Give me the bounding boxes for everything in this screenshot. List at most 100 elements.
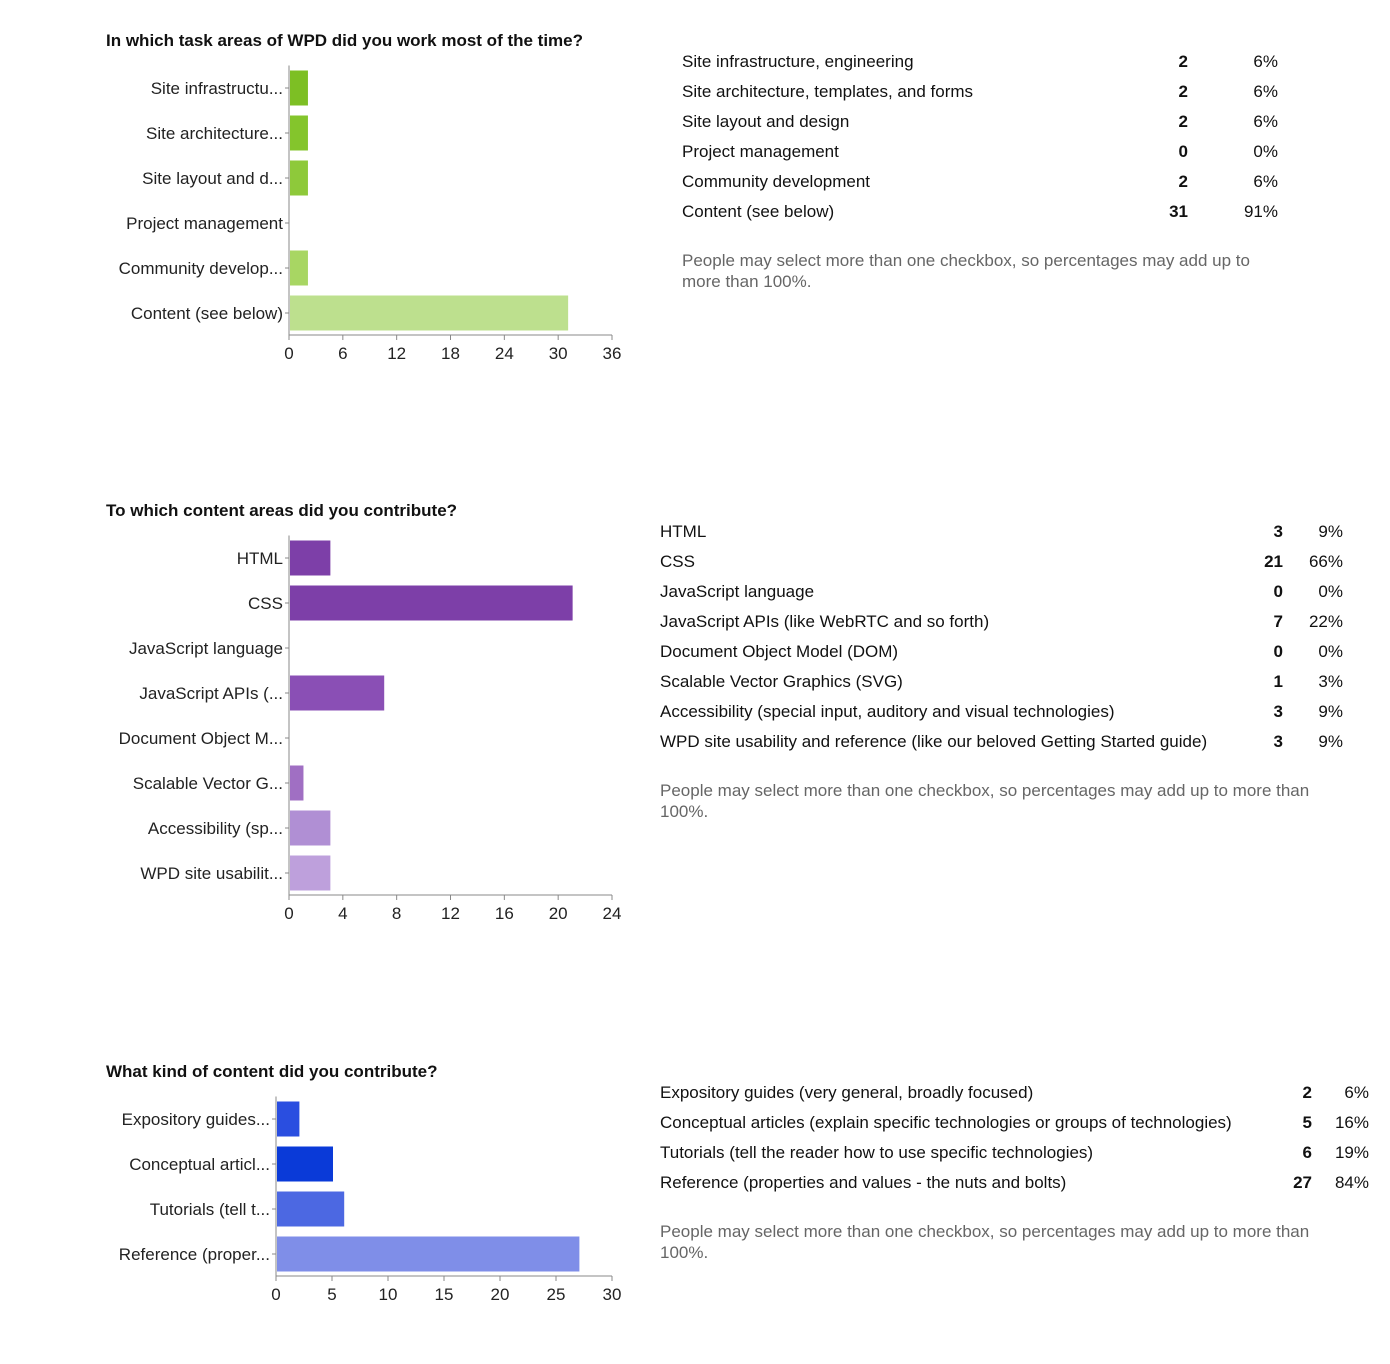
answer-count: 3	[1273, 702, 1283, 721]
answer-count: 3	[1273, 522, 1283, 541]
answer-count: 7	[1273, 612, 1283, 631]
bar	[290, 810, 331, 846]
category-label: Site infrastructu...	[151, 79, 283, 98]
answer-label: Document Object Model (DOM)	[660, 642, 899, 661]
category-label: Conceptual articl...	[129, 1155, 270, 1174]
answer-count: 6	[1302, 1143, 1312, 1162]
answer-percent: 0%	[1318, 582, 1343, 601]
answer-label: Site layout and design	[682, 112, 850, 131]
summary-table-content-areas: HTML 3 9% CSS 21 66% JavaScript language 0 0% Jav…	[660, 517, 1343, 757]
summary-row: Reference (properties and values - the n…	[660, 1168, 1369, 1198]
x-tick-label: 10	[379, 1285, 398, 1304]
category-label: HTML	[237, 549, 283, 568]
x-tick-label: 4	[338, 904, 347, 923]
answer-percent: 84%	[1334, 1173, 1369, 1192]
x-tick-label: 25	[547, 1285, 566, 1304]
answer-count: 2	[1178, 52, 1188, 71]
question-title: To which content areas did you contribut…	[106, 501, 458, 520]
answer-percent: 9%	[1318, 732, 1343, 751]
answer-label: CSS	[660, 552, 695, 571]
category-label: JavaScript APIs (...	[139, 684, 283, 703]
answer-label: Site infrastructure, engineering	[682, 52, 914, 71]
x-tick-label: 0	[284, 344, 293, 363]
answer-percent: 91%	[1243, 202, 1278, 221]
answer-label: Scalable Vector Graphics (SVG)	[660, 672, 903, 691]
category-label: Reference (proper...	[119, 1245, 270, 1264]
x-tick-label: 15	[435, 1285, 454, 1304]
answer-count: 0	[1178, 142, 1188, 161]
x-tick-label: 8	[392, 904, 401, 923]
x-tick-label: 18	[441, 344, 460, 363]
bar-chart-content-kinds: Expository guides... Conceptual articl...…	[119, 1096, 621, 1304]
bar	[290, 250, 308, 286]
answer-count: 5	[1302, 1113, 1312, 1132]
summary-row: Expository guides (very general, broadly…	[660, 1078, 1369, 1108]
summary-row: CSS 21 66%	[660, 547, 1343, 577]
summary-row: Site layout and design 2 6%	[682, 107, 1278, 137]
category-label: WPD site usabilit...	[140, 864, 283, 883]
category-label: Tutorials (tell t...	[150, 1200, 270, 1219]
summary-row: Conceptual articles (explain specific te…	[660, 1108, 1369, 1138]
x-tick-label: 12	[387, 344, 406, 363]
answer-percent: 6%	[1344, 1083, 1369, 1102]
category-label: Scalable Vector G...	[133, 774, 283, 793]
x-tick-label: 12	[441, 904, 460, 923]
answer-count: 1	[1273, 672, 1283, 691]
x-tick-label: 30	[549, 344, 568, 363]
answer-label: HTML	[660, 522, 707, 541]
bar-chart-task-areas: Site infrastructu... Site architecture...…	[119, 65, 621, 363]
answer-label: Community development	[682, 172, 871, 191]
summary-table-content-kinds: Expository guides (very general, broadly…	[660, 1078, 1369, 1198]
multi-select-note: People may select more than one checkbox…	[660, 1222, 1310, 1262]
answer-percent: 9%	[1318, 702, 1343, 721]
answer-label: Content (see below)	[682, 202, 835, 221]
answer-label: JavaScript language	[660, 582, 815, 601]
answer-count: 3	[1273, 732, 1283, 751]
answer-count: 2	[1178, 172, 1188, 191]
bar	[290, 585, 573, 621]
answer-percent: 19%	[1334, 1143, 1369, 1162]
answer-label: Project management	[682, 142, 839, 161]
bar	[290, 160, 308, 196]
summary-row: HTML 3 9%	[660, 517, 1343, 547]
summary-row: Scalable Vector Graphics (SVG) 1 3%	[660, 667, 1343, 697]
summary-row: Site infrastructure, engineering 2 6%	[682, 47, 1278, 77]
answer-label: Reference (properties and values - the n…	[660, 1173, 1067, 1192]
answer-percent: 3%	[1318, 672, 1343, 691]
answer-percent: 0%	[1318, 642, 1343, 661]
summary-table-task-areas: Site infrastructure, engineering 2 6% Site …	[682, 47, 1278, 227]
answer-percent: 22%	[1308, 612, 1343, 631]
x-tick-label: 20	[549, 904, 568, 923]
summary-row: Project management 0 0%	[682, 137, 1278, 167]
x-tick-label: 20	[491, 1285, 510, 1304]
multi-select-note: People may select more than one checkbox…	[660, 781, 1310, 821]
answer-count: 2	[1302, 1083, 1312, 1102]
bar	[277, 1146, 333, 1182]
category-label: Accessibility (sp...	[148, 819, 283, 838]
answer-count: 21	[1264, 552, 1283, 571]
answer-percent: 16%	[1334, 1113, 1369, 1132]
answer-label: Tutorials (tell the reader how to use sp…	[660, 1143, 1094, 1162]
bar-chart-content-areas: HTML CSS JavaScript language JavaScript API…	[119, 535, 621, 923]
summary-row: JavaScript language 0 0%	[660, 577, 1343, 607]
answer-count: 0	[1273, 642, 1283, 661]
bar	[277, 1191, 345, 1227]
summary-row: Accessibility (special input, auditory a…	[660, 697, 1343, 727]
x-tick-label: 0	[271, 1285, 280, 1304]
bar	[290, 540, 331, 576]
answer-count: 0	[1273, 582, 1283, 601]
bar	[290, 115, 308, 151]
category-label: Project management	[126, 214, 283, 233]
multi-select-note: People may select more than one checkbox…	[682, 251, 1250, 291]
category-label: Expository guides...	[122, 1110, 270, 1129]
bar	[277, 1236, 580, 1272]
question-title: What kind of content did you contribute?	[106, 1062, 438, 1081]
category-label: Document Object M...	[119, 729, 283, 748]
summary-row: Site architecture, templates, and forms 2…	[682, 77, 1278, 107]
answer-percent: 66%	[1308, 552, 1343, 571]
bar	[290, 70, 308, 106]
answer-label: Accessibility (special input, auditory a…	[660, 702, 1115, 721]
answer-count: 2	[1178, 82, 1188, 101]
category-label: JavaScript language	[129, 639, 283, 658]
x-tick-label: 24	[495, 344, 514, 363]
